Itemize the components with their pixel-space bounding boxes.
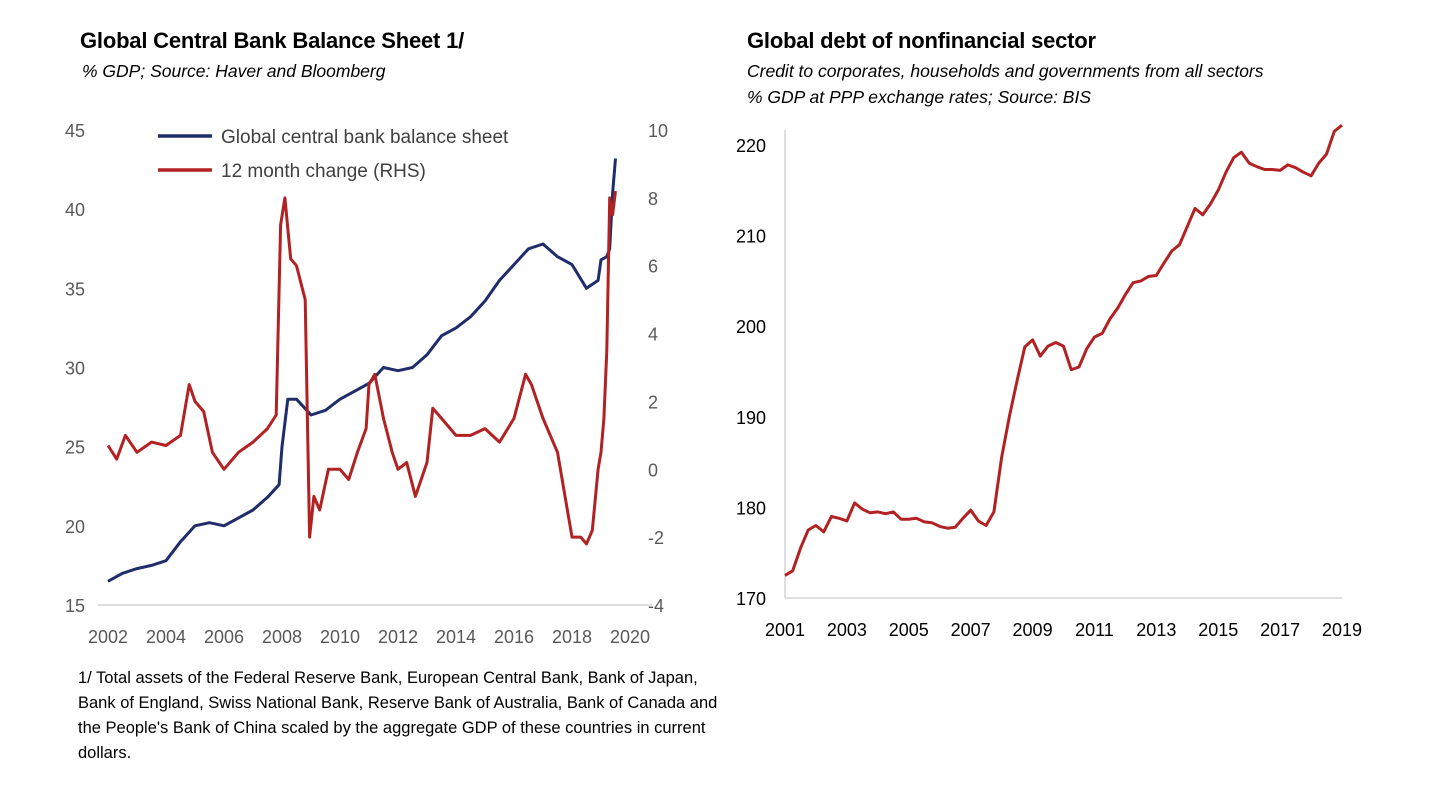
y2-tick-label: 2 [648, 392, 658, 412]
x-tick-label: 2003 [827, 620, 867, 640]
legend-label: 12 month change (RHS) [221, 161, 426, 182]
change-line [106, 190, 617, 546]
y-tick-label: 30 [65, 359, 85, 379]
x-tick-label: 2006 [204, 627, 244, 647]
x-tick-label: 2018 [552, 627, 592, 647]
y-tick-label: 190 [736, 408, 766, 428]
y-tick-label: 170 [736, 589, 766, 609]
y-tick-label: 20 [65, 517, 85, 537]
legend-label: Global central bank balance sheet [221, 127, 509, 148]
debt-line [784, 123, 1343, 577]
y-tick-label: 15 [65, 596, 85, 616]
y-tick-label: 220 [736, 136, 766, 156]
x-tick-label: 2017 [1260, 620, 1300, 640]
x-tick-label: 2013 [1136, 620, 1176, 640]
x-tick-label: 2008 [262, 627, 302, 647]
right-chart-title: Global debt of nonfinancial sector [747, 28, 1096, 53]
y2-tick-label: 4 [648, 325, 658, 345]
x-tick-label: 2014 [436, 627, 476, 647]
x-tick-label: 2009 [1013, 620, 1053, 640]
y-tick-label: 200 [736, 317, 766, 337]
right-chart: 170 180 190 200 210 220 2001 2003 2005 2007 2009 20… [736, 123, 1362, 640]
x-tick-label: 2004 [146, 627, 186, 647]
x-tick-label: 2020 [610, 627, 650, 647]
right-chart-subtitle: Credit to corporates, households and gov… [747, 61, 1264, 81]
left-chart-subtitle: % GDP; Source: Haver and Bloomberg [82, 61, 386, 81]
x-tick-label: 2019 [1322, 620, 1362, 640]
y-tick-label: 210 [736, 227, 766, 247]
x-tick-label: 2012 [378, 627, 418, 647]
x-tick-label: 2015 [1198, 620, 1238, 640]
y-tick-label: 45 [65, 121, 85, 141]
y2-tick-label: 0 [648, 460, 658, 480]
x-tick-label: 2007 [951, 620, 991, 640]
y2-tick-label: 8 [648, 189, 658, 209]
x-tick-label: 2016 [494, 627, 534, 647]
x-tick-label: 2011 [1075, 620, 1114, 640]
y-tick-label: 35 [65, 279, 85, 299]
right-chart-subtitle-2: % GDP at PPP exchange rates; Source: BIS [747, 87, 1092, 107]
left-chart-footnote: 1/ Total assets of the Federal Reserve B… [78, 669, 718, 762]
y2-tick-label: 6 [648, 257, 658, 277]
y2-tick-label: 10 [648, 121, 668, 141]
y-tick-label: 25 [65, 438, 85, 458]
y-tick-label: 40 [65, 200, 85, 220]
x-tick-label: 2001 [765, 620, 805, 640]
y-tick-label: 180 [736, 498, 766, 518]
y2-tick-label: -4 [648, 596, 664, 616]
left-chart: 15 20 25 30 35 40 45 -4 -2 0 2 4 6 8 10 2002 2004 2006 200… [65, 121, 668, 647]
x-tick-label: 2002 [88, 627, 128, 647]
left-chart-title: Global Central Bank Balance Sheet 1/ [80, 28, 465, 53]
x-tick-label: 2010 [320, 627, 360, 647]
x-tick-label: 2005 [889, 620, 929, 640]
y2-tick-label: -2 [648, 528, 664, 548]
